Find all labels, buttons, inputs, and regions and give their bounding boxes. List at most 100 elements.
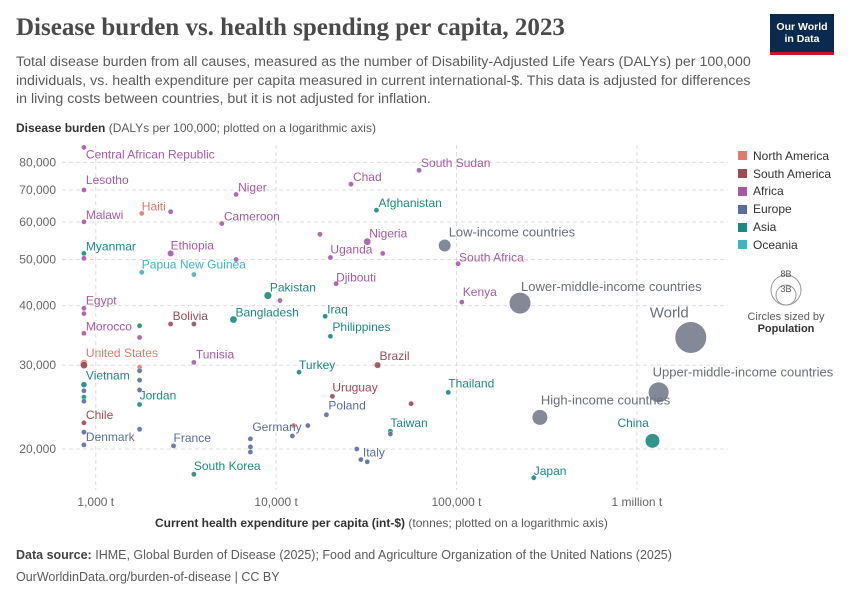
y-tick-label: 30,000 — [19, 358, 56, 372]
label-jordan: Jordan — [140, 388, 177, 402]
legend-item-africa[interactable]: Africa — [738, 183, 831, 201]
label-niger: Niger — [238, 180, 267, 194]
legend-swatch — [738, 240, 747, 250]
point-africa-35 — [136, 334, 143, 341]
y-tick-label: 80,000 — [19, 155, 56, 169]
label-lesotho: Lesotho — [86, 173, 129, 187]
label-bolivia: Bolivia — [173, 309, 209, 323]
label-south-sudan: South Sudan — [421, 156, 490, 170]
point-asia-34 — [136, 322, 143, 329]
point-uruguay — [329, 393, 336, 400]
point-tunisia — [191, 359, 197, 366]
point-europe-65 — [387, 431, 394, 437]
point-central-african-republic — [81, 144, 87, 151]
logo-line-2: in Data — [784, 33, 820, 45]
point-oceania-21 — [191, 271, 197, 278]
point-europe-73 — [364, 458, 371, 465]
label-myanmar: Myanmar — [86, 239, 136, 253]
x-tick-label: 100,000 t — [431, 495, 482, 509]
label-france: France — [174, 431, 212, 445]
source-label: Data source: — [16, 548, 92, 562]
point-europe-48 — [136, 377, 143, 383]
label-germany: Germany — [252, 420, 301, 434]
legend-label: Europe — [753, 202, 792, 217]
label-afghanistan: Afghanistan — [378, 196, 441, 210]
point-europe-63 — [247, 436, 254, 442]
point-south-america-54 — [408, 400, 414, 407]
point-low-income-countries — [437, 238, 452, 253]
label-papua-new-guinea: Papua New Guinea — [142, 257, 246, 271]
label-pakistan: Pakistan — [270, 281, 316, 295]
legend-label: Africa — [753, 184, 784, 199]
label-vietnam: Vietnam — [86, 369, 130, 383]
legend-label: South America — [753, 166, 832, 181]
point-ethiopia — [167, 250, 174, 257]
label-turkey: Turkey — [299, 358, 335, 372]
legend-item-europe[interactable]: Europe — [738, 200, 831, 218]
label-egypt: Egypt — [86, 293, 117, 307]
point-bangladesh — [229, 315, 238, 324]
point-malawi — [81, 219, 87, 225]
legend-item-north-america[interactable]: North America — [738, 147, 831, 165]
point-cameroon — [219, 220, 225, 227]
label-brazil: Brazil — [380, 349, 410, 363]
x-tick-label: 1,000 t — [77, 495, 114, 509]
point-africa-11 — [317, 231, 323, 238]
point-bolivia — [167, 321, 174, 327]
label-uruguay: Uruguay — [332, 380, 377, 394]
label-united-states: United States — [86, 346, 158, 360]
label-japan: Japan — [534, 464, 567, 478]
label-philippines: Philippines — [332, 320, 390, 334]
point-europe-49 — [136, 387, 143, 393]
legend-item-oceania[interactable]: Oceania — [738, 236, 831, 254]
label-cameroon: Cameroon — [224, 210, 280, 224]
size-legend-circles: 8B 3B — [770, 269, 802, 306]
size-legend-big-label: 8B — [780, 269, 791, 279]
data-labels: Central African Republic South Sudan Lesot… — [86, 147, 834, 477]
point-upper-middle-income-countries — [647, 381, 670, 404]
size-legend-small-circle — [775, 284, 797, 306]
point-europe-58 — [81, 429, 87, 435]
label-morocco: Morocco — [86, 319, 132, 333]
point-europe-71 — [353, 446, 360, 452]
label-djibouti: Djibouti — [336, 271, 376, 285]
point-thailand — [445, 389, 452, 396]
label-taiwan: Taiwan — [390, 416, 427, 430]
label-upper-middle-income-countries: Upper-middle-income countries — [653, 364, 834, 379]
point-south-sudan — [416, 167, 422, 174]
label-tunisia: Tunisia — [196, 347, 235, 361]
point-europe-60 — [305, 422, 311, 429]
point-chad — [348, 181, 354, 187]
label-chad: Chad — [353, 170, 382, 184]
size-legend-caption: Circles sized by — [747, 311, 825, 323]
point-uganda — [327, 254, 334, 261]
point-germany — [289, 433, 296, 439]
legend-label: Oceania — [753, 237, 798, 252]
point-turkey — [296, 369, 302, 375]
label-central-african-republic: Central African Republic — [86, 147, 215, 161]
y-tick-label: 50,000 — [19, 253, 56, 267]
y-axis-label-note: (DALYs per 100,000; plotted on a logarit… — [108, 121, 376, 135]
point-chile — [81, 419, 87, 426]
y-tick-label: 20,000 — [19, 442, 56, 456]
point-africa-18 — [379, 250, 386, 257]
legend-item-south-america[interactable]: South America — [738, 165, 831, 183]
point-pakistan — [263, 291, 272, 300]
label-lower-middle-income-countries: Lower-middle-income countries — [521, 279, 702, 294]
point-japan — [530, 474, 537, 481]
legend-item-asia[interactable]: Asia — [738, 218, 831, 236]
label-south-korea: South Korea — [194, 459, 261, 473]
point-poland — [323, 411, 330, 418]
label-uganda: Uganda — [330, 242, 372, 256]
point-iraq — [322, 313, 328, 320]
data-points — [80, 144, 708, 481]
point-haiti — [138, 210, 145, 217]
label-low-income-countries: Low-income countries — [449, 225, 576, 240]
legend-label: Asia — [753, 220, 777, 235]
owid-logo[interactable]: Our World in Data — [770, 14, 834, 55]
point-nigeria — [363, 237, 372, 246]
footer-url[interactable]: OurWorldinData.org/burden-of-disease | C… — [16, 570, 280, 584]
point-china — [644, 432, 661, 449]
point-africa-16 — [233, 256, 239, 263]
label-denmark: Denmark — [86, 430, 136, 444]
